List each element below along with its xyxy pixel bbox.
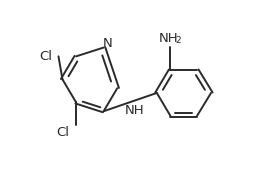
Text: Cl: Cl xyxy=(56,126,69,139)
Text: NH: NH xyxy=(159,32,178,45)
Text: Cl: Cl xyxy=(39,50,52,63)
Text: N: N xyxy=(103,37,112,50)
Text: NH: NH xyxy=(125,104,145,117)
Text: 2: 2 xyxy=(176,36,181,45)
